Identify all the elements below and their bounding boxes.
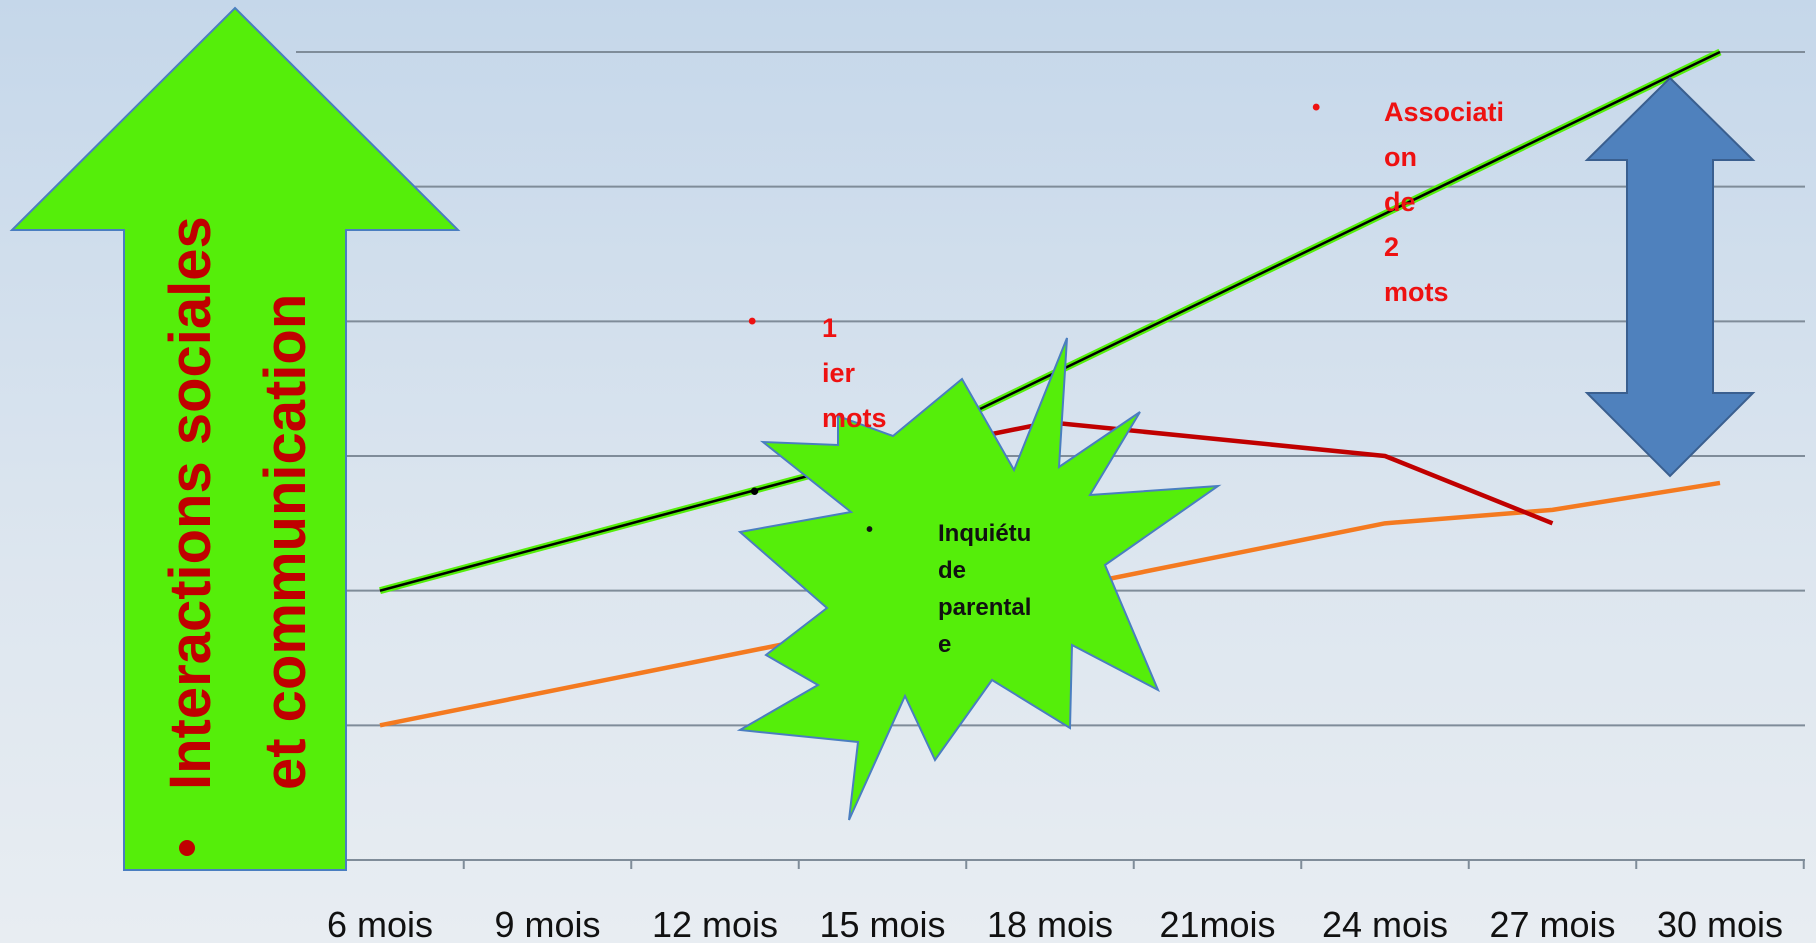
two-words-bullet: • [1312, 94, 1321, 121]
arrow-label: Interactions sociales et communication [158, 216, 318, 856]
x-tick-label: 12 mois [652, 904, 778, 943]
double-arrow-shape [1584, 76, 1756, 478]
starburst-shape [736, 337, 1222, 821]
x-tick-label: 15 mois [819, 904, 945, 943]
empty-bullet: • [750, 476, 760, 506]
up-arrow-shape [9, 6, 461, 871]
two-words-note: Associati on de 2 mots [1384, 97, 1505, 307]
x-tick-label: 9 mois [494, 904, 600, 943]
first-words-bullet: • [748, 308, 757, 335]
first-words-note: 1 ier mots [822, 313, 887, 433]
parental-worry-note: Inquiétu de parental e [938, 520, 1032, 658]
x-axis: 6 mois 9 mois 12 mois 15 mois 18 mois 21mois 2… [296, 859, 1805, 943]
worry-bullet: • [866, 519, 874, 541]
x-tick-label: 18 mois [987, 904, 1113, 943]
x-tick-label: 27 mois [1489, 904, 1615, 943]
arrow-label-line2: et communication [253, 294, 318, 790]
arrow-label-line1: Interactions sociales [158, 216, 223, 790]
x-tick-label: 24 mois [1322, 904, 1448, 943]
arrow-label-bullet [179, 840, 195, 856]
x-tick-label: 21mois [1159, 904, 1275, 943]
x-tick-label: 6 mois [327, 904, 433, 943]
x-tick-label: 30 mois [1657, 904, 1783, 943]
